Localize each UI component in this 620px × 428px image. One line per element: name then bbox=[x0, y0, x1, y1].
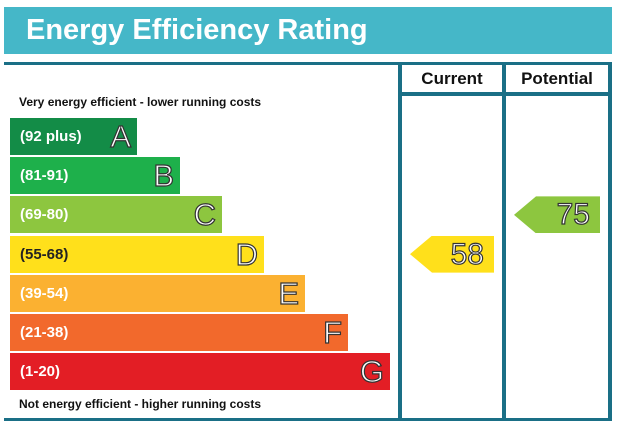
frame-bottom-border bbox=[4, 418, 612, 421]
potential-column-right-border bbox=[608, 62, 612, 421]
band-letter-label: A bbox=[110, 118, 132, 154]
rating-band-e: (39-54) E bbox=[10, 274, 305, 312]
current-rating-arrow: 58 bbox=[410, 235, 494, 273]
band-range-label: (55-68) bbox=[20, 245, 69, 263]
band-range-label: (39-54) bbox=[20, 284, 69, 302]
current-column-right-border bbox=[502, 62, 506, 421]
rating-band-a: (92 plus) A bbox=[10, 118, 137, 155]
band-range-label: (21-38) bbox=[20, 324, 69, 341]
band-range-label: (81-91) bbox=[20, 167, 69, 185]
potential-rating-arrow: 75 bbox=[514, 196, 600, 234]
rating-band-c: (69-80) C bbox=[10, 196, 222, 234]
rating-band-f: (21-38) F bbox=[10, 314, 348, 351]
rating-band-b: (81-91) B bbox=[10, 157, 180, 195]
rating-band-g: (1-20) G bbox=[10, 353, 390, 391]
band-range-label: (1-20) bbox=[20, 363, 61, 381]
band-letter-label: D bbox=[235, 236, 259, 272]
efficient-note: Very energy efficient - lower running co… bbox=[19, 95, 262, 109]
rating-band-d: (55-68) D bbox=[10, 235, 264, 273]
band-range-label: (92 plus) bbox=[20, 128, 82, 145]
potential-rating-arrow-value: 75 bbox=[556, 198, 591, 232]
band-letter-label: G bbox=[359, 354, 384, 390]
band-letter-label: C bbox=[193, 197, 217, 233]
column-header-divider bbox=[398, 92, 612, 96]
potential-column-header: Potential bbox=[521, 69, 593, 88]
band-letter-label: B bbox=[153, 158, 175, 194]
inefficient-note: Not energy efficient - higher running co… bbox=[19, 397, 262, 411]
current-column-header: Current bbox=[421, 69, 483, 88]
current-column-left-border bbox=[398, 62, 402, 421]
band-letter-label: F bbox=[322, 314, 342, 350]
current-rating-arrow-value: 58 bbox=[450, 237, 485, 271]
frame-top-border bbox=[4, 62, 612, 65]
band-letter-label: E bbox=[278, 275, 300, 311]
chart-title: Energy Efficiency Rating bbox=[4, 7, 612, 54]
band-range-label: (69-80) bbox=[20, 206, 69, 224]
